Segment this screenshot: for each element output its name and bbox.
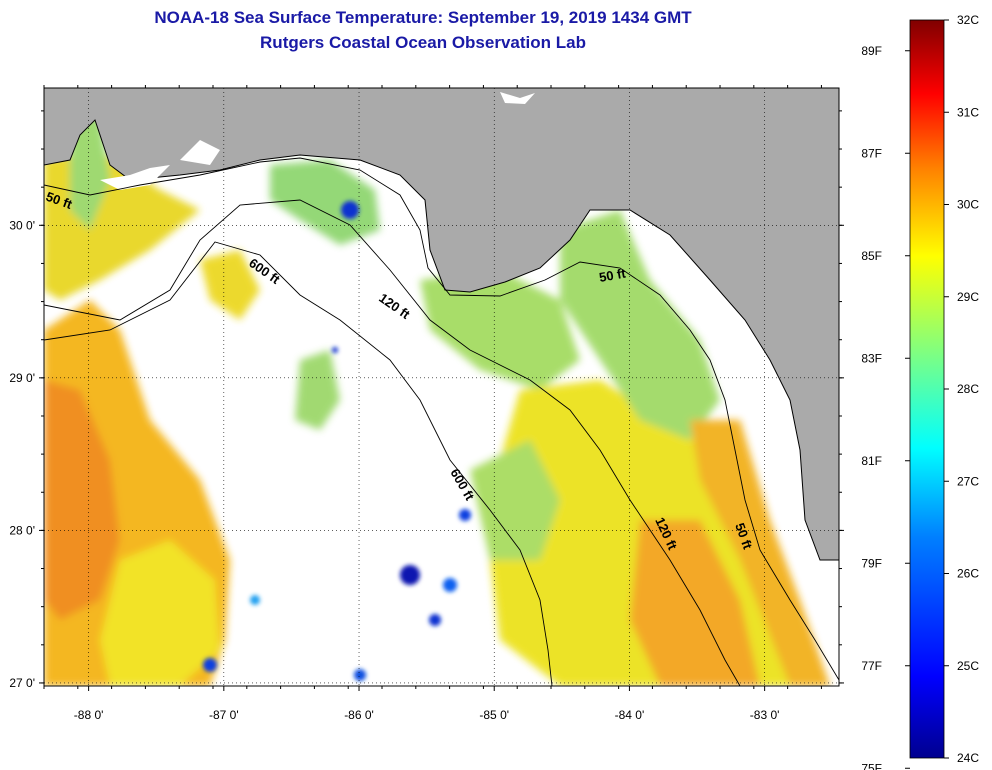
colorbar-label-c: 30C xyxy=(957,198,979,212)
map-subtitle: Rutgers Coastal Ocean Observation Lab xyxy=(260,33,586,52)
contour-label-50ft: 50 ft xyxy=(598,265,628,285)
cold-spot xyxy=(354,669,366,681)
colorbar-label-c: 28C xyxy=(957,382,979,396)
lon-tick-label: -85 0' xyxy=(479,708,509,722)
axis-ticks: -88 0' -87 0' -86 0' -85 0' -84 0' -83 0' 27 0… xyxy=(9,85,844,722)
lon-tick-label: -87 0' xyxy=(209,708,239,722)
contour-120ft xyxy=(44,199,741,686)
land-mass xyxy=(44,88,839,561)
sst-patch-west-yellow xyxy=(100,540,220,686)
colorbar: 32C 31C 30C 29C 28C 27C 26C 25C 24C 89F 87F 85F 83F… xyxy=(861,13,979,770)
lon-tick-label: -83 0' xyxy=(750,708,780,722)
sst-patch-mid-green xyxy=(295,350,340,430)
colorbar-label-f: 79F xyxy=(861,556,882,570)
lon-tick-label: -86 0' xyxy=(344,708,374,722)
colorbar-label-f: 87F xyxy=(861,146,882,160)
cold-spot xyxy=(429,614,441,626)
cold-spot xyxy=(443,578,457,592)
sst-patch-east-orange xyxy=(690,420,830,686)
colorbar-label-f: 75F xyxy=(861,761,882,770)
map-title: NOAA-18 Sea Surface Temperature: Septemb… xyxy=(154,8,692,27)
colorbar-label-f: 89F xyxy=(861,44,882,58)
colorbar-ramp xyxy=(909,19,945,759)
contour-50ft xyxy=(44,157,839,681)
contour-600ft xyxy=(44,241,553,686)
depth-contours xyxy=(44,157,839,686)
bay xyxy=(180,140,220,165)
colorbar-label-f: 83F xyxy=(861,351,882,365)
lon-tick-label: -84 0' xyxy=(615,708,645,722)
colorbar-label-c: 25C xyxy=(957,659,979,673)
cold-spot xyxy=(203,658,217,672)
sst-patch-panhandle-green xyxy=(270,160,380,245)
cold-spot xyxy=(459,509,471,521)
sst-field xyxy=(44,115,830,686)
graticule xyxy=(44,88,839,686)
lake xyxy=(500,92,535,104)
lon-tick-label: -88 0' xyxy=(74,708,104,722)
colorbar-label-c: 31C xyxy=(957,105,979,119)
map-area: 50 ft 50 ft 50 ft 120 ft 120 ft 600 ft 6… xyxy=(44,88,839,686)
cold-spot xyxy=(341,201,359,219)
cold-spot xyxy=(250,595,260,605)
colorbar-fahrenheit-labels: 89F 87F 85F 83F 81F 79F 77F 75F xyxy=(861,44,910,770)
sst-patch-coastal-green xyxy=(560,210,720,440)
lat-tick-label: 27 0' xyxy=(9,676,35,690)
sst-patch-west-deep-orange xyxy=(44,380,120,620)
sst-patch-shelf-green-mid xyxy=(470,440,560,560)
cold-spot xyxy=(332,347,338,353)
sst-patch-shelf-orange xyxy=(630,520,760,686)
lat-tick-label: 30 0' xyxy=(9,218,35,232)
colorbar-label-f: 77F xyxy=(861,659,882,673)
cold-spot xyxy=(400,565,420,585)
colorbar-label-c: 26C xyxy=(957,567,979,581)
colorbar-celsius-labels: 32C 31C 30C 29C 28C 27C 26C 25C 24C xyxy=(944,13,979,765)
colorbar-label-c: 24C xyxy=(957,751,979,765)
colorbar-label-f: 81F xyxy=(861,454,882,468)
sst-patch-nw-green xyxy=(70,115,110,230)
colorbar-label-f: 85F xyxy=(861,249,882,263)
sst-patch-bigbend-green xyxy=(420,270,580,390)
colorbar-label-c: 27C xyxy=(957,474,979,488)
colorbar-label-c: 29C xyxy=(957,290,979,304)
cold-spots xyxy=(203,201,471,681)
map-frame xyxy=(43,87,840,687)
colorbar-label-c: 32C xyxy=(957,13,979,27)
sst-patch-west-patch2 xyxy=(200,250,260,320)
lat-tick-label: 29 0' xyxy=(9,371,35,385)
bay xyxy=(100,165,170,190)
lat-tick-label: 28 0' xyxy=(9,523,35,537)
